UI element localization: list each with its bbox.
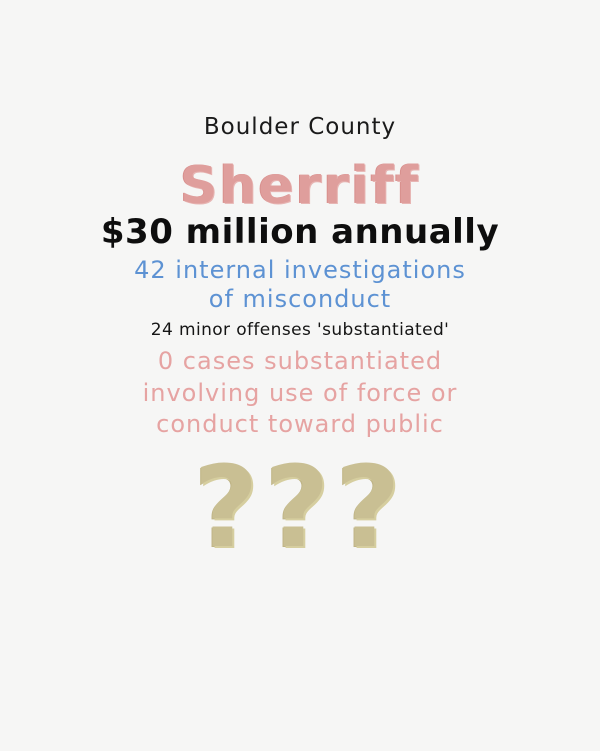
question-marks: ??? bbox=[193, 443, 407, 573]
investigations-line-1: 42 internal investigations bbox=[134, 256, 466, 284]
zero-cases-line-1: 0 cases substantiated bbox=[157, 347, 443, 375]
minor-offenses-text: 24 minor offenses 'substantiated' bbox=[150, 320, 450, 340]
zero-cases-line-3: conduct toward public bbox=[156, 410, 444, 438]
sheriff-title: Sherriff bbox=[179, 156, 421, 216]
investigations-line-2: of misconduct bbox=[208, 285, 392, 313]
budget-text: $30 million annually bbox=[100, 212, 500, 252]
county-label: Boulder County bbox=[203, 114, 397, 140]
zero-cases-line-2: involving use of force or bbox=[142, 379, 458, 407]
